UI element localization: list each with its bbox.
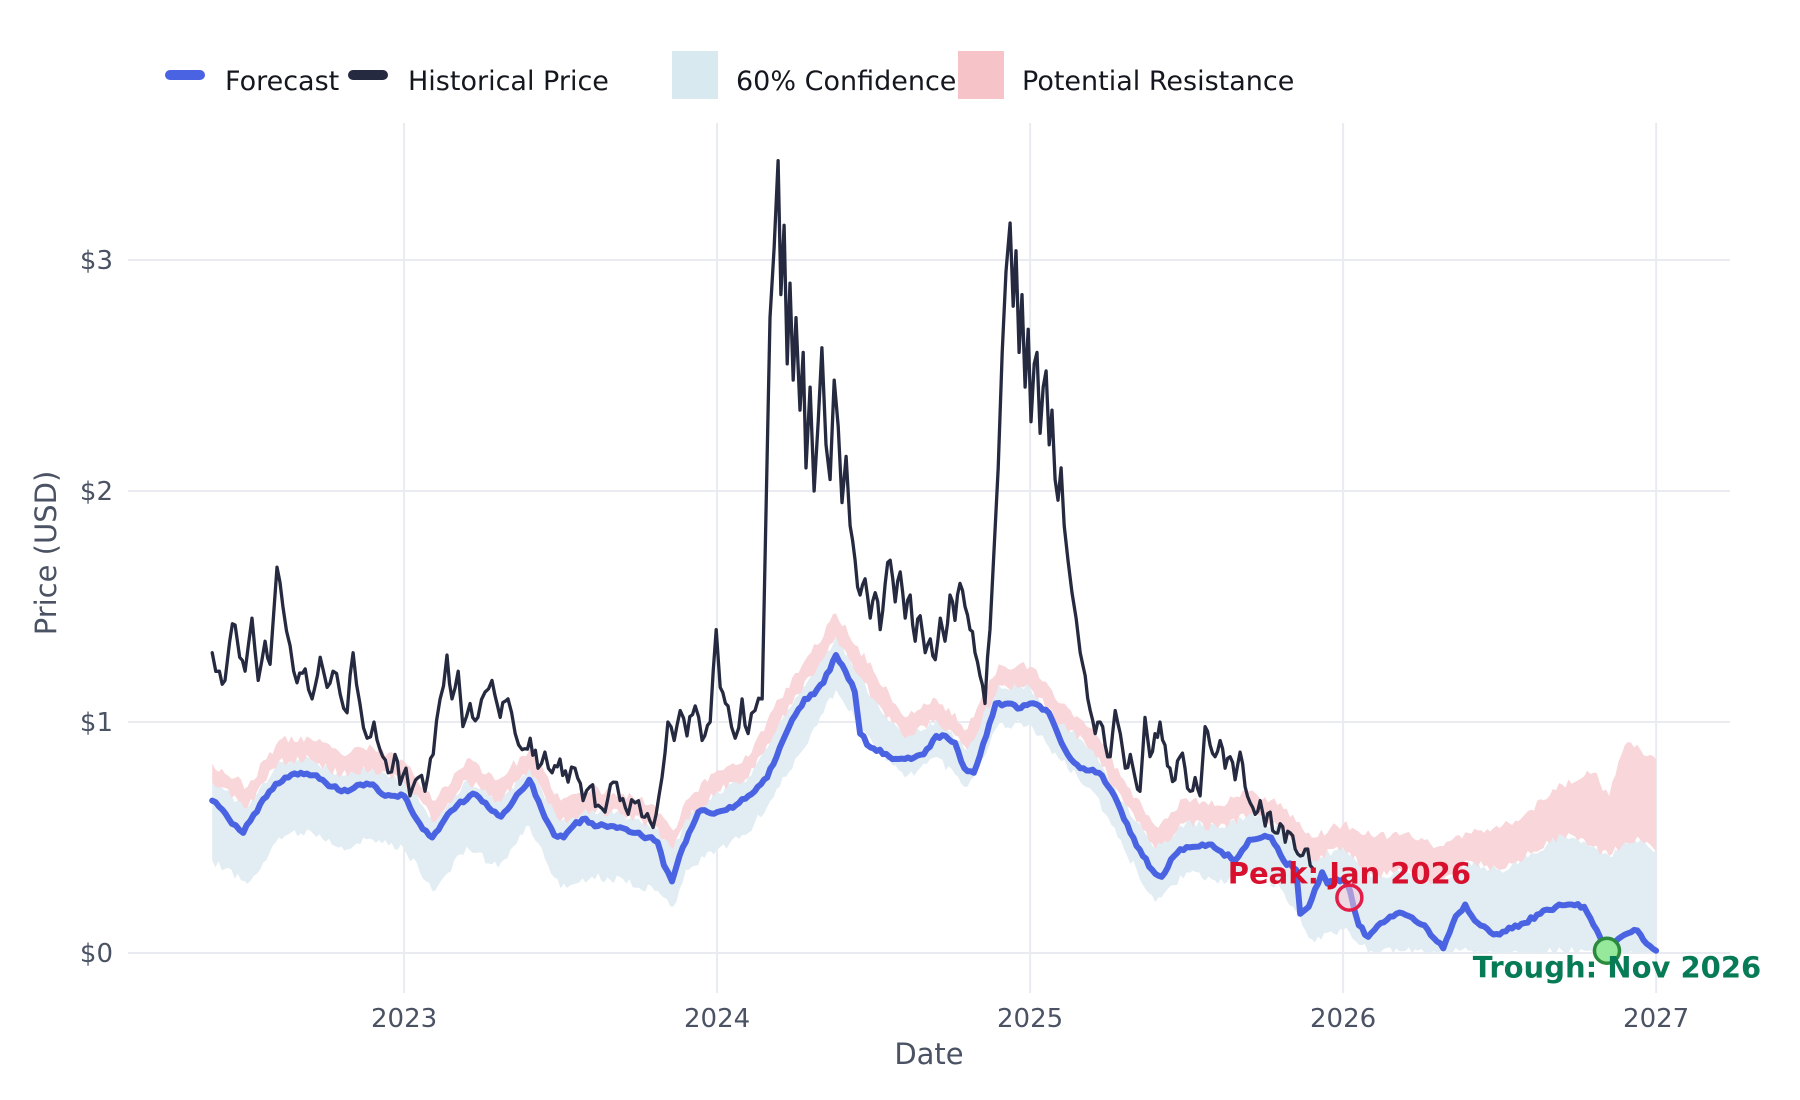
y-tick-label: $0: [80, 939, 113, 969]
legend-item-confidence: 60% Confidence: [672, 51, 956, 99]
x-axis-title: Date: [894, 1037, 963, 1071]
resistance-patch-swatch: [958, 51, 1004, 99]
x-tick-label: 2024: [684, 1004, 750, 1034]
resistance-band: [212, 613, 1657, 886]
forecast-line: [209, 652, 1660, 954]
confidence-resistance-bands: [212, 613, 1657, 953]
legend-item-historical-price: Historical Price: [348, 66, 609, 97]
legend-label: Potential Resistance: [1022, 66, 1294, 97]
trough-annotation: Trough: Nov 2026: [1473, 951, 1761, 985]
historical-line-swatch: [348, 70, 388, 80]
forecast-line-swatch: [165, 70, 205, 80]
peak-marker: [1335, 883, 1364, 912]
x-tick-label: 2026: [1310, 1004, 1376, 1034]
trough-marker: [1592, 936, 1622, 965]
legend-label: Historical Price: [408, 66, 609, 97]
axes: 2023 2024 2025 2026 2027 $0 $1 $2 $3 Date Price…: [29, 246, 1689, 1071]
legend-item-resistance: Potential Resistance: [958, 51, 1294, 99]
annotations: Peak: Jan 2026 Trough: Nov 2026: [1228, 857, 1762, 985]
x-tick-label: 2025: [997, 1004, 1063, 1034]
legend-item-forecast: Forecast: [165, 66, 339, 97]
legend: Forecast Historical Price 60% Confidence…: [165, 51, 1294, 99]
historical-price-line: [210, 159, 1316, 872]
gridlines: [128, 123, 1730, 993]
legend-label: 60% Confidence: [736, 66, 956, 97]
x-axis-tick-labels: 2023 2024 2025 2026 2027: [371, 1004, 1689, 1034]
y-axis-title: Price (USD): [29, 471, 63, 636]
y-tick-label: $1: [80, 708, 113, 738]
x-tick-label: 2027: [1623, 1004, 1689, 1034]
x-tick-label: 2023: [371, 1004, 437, 1034]
peak-annotation: Peak: Jan 2026: [1228, 857, 1471, 891]
y-tick-label: $2: [80, 477, 113, 507]
confidence-patch-swatch: [672, 51, 718, 99]
legend-label: Forecast: [225, 66, 339, 97]
price-series: [209, 159, 1660, 954]
y-axis-tick-labels: $0 $1 $2 $3: [80, 246, 113, 969]
y-tick-label: $3: [80, 246, 113, 276]
